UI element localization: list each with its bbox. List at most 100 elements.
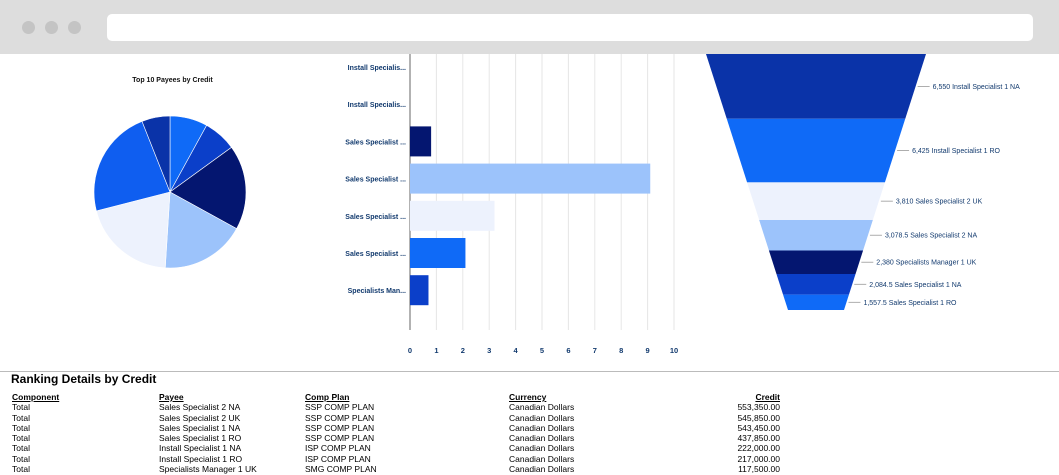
table-cell-plan: ISP COMP PLAN [305, 453, 371, 464]
table-cell-plan: SSP COMP PLAN [305, 433, 375, 444]
table-cell-component: Total [12, 464, 30, 475]
table-cell-plan: SSP COMP PLAN [305, 402, 375, 413]
section-divider [0, 371, 1059, 372]
header-credit[interactable]: Credit [755, 392, 780, 402]
bar-chart: 0 1 2 3 4 5 6 7 8 9 10 Install Specialis... Install … [345, 54, 678, 355]
funnel-segment-5[interactable] [768, 250, 864, 274]
maximize-window-icon[interactable] [68, 21, 81, 34]
funnel-label: 6,425 Install Specialist 1 RO [912, 148, 1000, 155]
table-cell-credit: 553,350.00 [737, 402, 780, 413]
bar-x-tick-label: 5 [540, 346, 544, 355]
bar-6[interactable] [410, 238, 466, 268]
funnel-segment-2[interactable] [726, 118, 906, 183]
header-component[interactable]: Component [12, 392, 60, 402]
table-cell-component: Total [12, 453, 30, 464]
funnel-segment-7[interactable] [783, 294, 849, 310]
minimize-window-icon[interactable] [45, 21, 58, 34]
table-cell-component: Total [12, 422, 30, 433]
bar-category-label: Install Specialis... [348, 65, 406, 72]
currency-cells: Canadian Dollars Canadian Dollars Canadian… [509, 402, 574, 474]
table-cell-currency: Canadian Dollars [509, 443, 575, 454]
pie-slice-7[interactable] [141, 115, 171, 193]
bar-4[interactable] [410, 163, 651, 194]
table-cell-currency: Canadian Dollars [509, 402, 575, 413]
table-cell-credit: 543,450.00 [737, 422, 780, 433]
pie-slice-5[interactable] [96, 191, 171, 269]
bar-x-tick-label: 9 [646, 346, 650, 355]
table-cell-credit: 217,000.00 [737, 453, 780, 464]
bar-category-label: Sales Specialist ... [345, 251, 406, 258]
funnel-segment-4[interactable] [759, 219, 873, 251]
table-cell-plan: ISP COMP PLAN [305, 443, 371, 454]
table-cell-credit: 437,850.00 [737, 433, 780, 444]
table-cell-credit: 222,000.00 [737, 443, 780, 454]
funnel-chart: 6,550 Install Specialist 1 NA 6,425 Insta… [706, 54, 1020, 310]
pie-chart [93, 115, 247, 269]
table-cell-payee: Specialists Manager 1 UK [159, 464, 257, 475]
funnel-segment-6[interactable] [776, 273, 856, 295]
pie-slice-6[interactable] [93, 120, 171, 212]
bar-x-tick-label: 0 [408, 346, 412, 355]
funnel-label: 3,078.5 Sales Specialist 2 NA [885, 233, 978, 240]
funnel-segment-1[interactable] [706, 54, 926, 119]
table-cell-component: Total [12, 402, 30, 413]
column-credit: Credit 553,350.00 545,850.00 543,450.00 437… [700, 392, 780, 474]
bar-5[interactable] [410, 200, 495, 231]
bar-x-tick-label: 3 [487, 346, 491, 355]
credit-cells: 553,350.00 545,850.00 543,450.00 437,850.00… [700, 402, 780, 474]
table-cell-payee: Install Specialist 1 NA [159, 443, 242, 454]
column-payee: Payee Sales Specialist 2 NA Sales Special… [159, 392, 257, 474]
comp-plan-cells: SSP COMP PLAN SSP COMP PLAN SSP COMP PLAN S… [305, 402, 377, 474]
bar-category-label: Install Specialis... [348, 102, 406, 109]
bar-category-label: Sales Specialist ... [345, 214, 406, 221]
table-cell-component: Total [12, 443, 30, 454]
bar-x-tick-label: 2 [461, 346, 465, 355]
table-cell-component: Total [12, 412, 30, 423]
table-cell-plan: SSP COMP PLAN [305, 422, 375, 433]
column-currency: Currency Canadian Dollars Canadian Dollar… [509, 392, 574, 474]
table-cell-payee: Sales Specialist 1 RO [159, 433, 242, 444]
table-cell-currency: Canadian Dollars [509, 453, 575, 464]
close-window-icon[interactable] [22, 21, 35, 34]
bar-3[interactable] [410, 126, 432, 157]
address-bar[interactable] [107, 14, 1033, 41]
bar-x-tick-label: 8 [619, 346, 623, 355]
payee-cells: Sales Specialist 2 NA Sales Specialist 2 … [159, 402, 257, 474]
table-cell-currency: Canadian Dollars [509, 412, 575, 423]
table-cell-payee: Sales Specialist 2 NA [159, 402, 241, 413]
bar-x-tick-label: 6 [566, 346, 570, 355]
pie-slice-3[interactable] [169, 146, 247, 230]
bar-x-tick-label: 4 [514, 346, 519, 355]
table-cell-currency: Canadian Dollars [509, 433, 575, 444]
browser-titlebar [0, 0, 1059, 54]
pie-chart-title: Top 10 Payees by Credit [132, 77, 213, 84]
funnel-segment-3[interactable] [747, 182, 885, 220]
bar-x-tick-label: 7 [593, 346, 597, 355]
table-cell-currency: Canadian Dollars [509, 464, 575, 475]
bar-x-tick-label: 10 [670, 346, 678, 355]
table-cell-plan: SMG COMP PLAN [305, 464, 377, 475]
bar-category-label: Sales Specialist ... [345, 139, 406, 146]
header-payee[interactable]: Payee [159, 392, 184, 402]
component-cells: Total Total Total Total Total Total Total [12, 402, 59, 474]
table-title: Ranking Details by Credit [11, 372, 157, 386]
table-cell-plan: SSP COMP PLAN [305, 412, 375, 423]
funnel-label: 2,380 Specialists Manager 1 UK [876, 260, 976, 267]
pie-slice-4[interactable] [164, 191, 238, 269]
funnel-label: 6,550 Install Specialist 1 NA [933, 84, 1020, 91]
table-cell-credit: 545,850.00 [737, 412, 780, 423]
funnel-label: 3,810 Sales Specialist 2 UK [896, 199, 983, 206]
bar-x-tick-label: 1 [434, 346, 438, 355]
header-currency[interactable]: Currency [509, 392, 547, 402]
table-cell-currency: Canadian Dollars [509, 422, 575, 433]
funnel-label: 2,084.5 Sales Specialist 1 NA [869, 282, 962, 289]
bar-7[interactable] [410, 275, 429, 306]
table-cell-component: Total [12, 433, 30, 444]
header-comp-plan[interactable]: Comp Plan [305, 392, 350, 402]
bar-category-label: Sales Specialist ... [345, 177, 406, 184]
column-comp-plan: Comp Plan SSP COMP PLAN SSP COMP PLAN SSP … [305, 392, 377, 474]
table-cell-credit: 117,500.00 [738, 464, 780, 475]
table-cell-payee: Install Specialist 1 RO [159, 453, 243, 464]
funnel-label: 1,557.5 Sales Specialist 1 RO [863, 300, 957, 307]
